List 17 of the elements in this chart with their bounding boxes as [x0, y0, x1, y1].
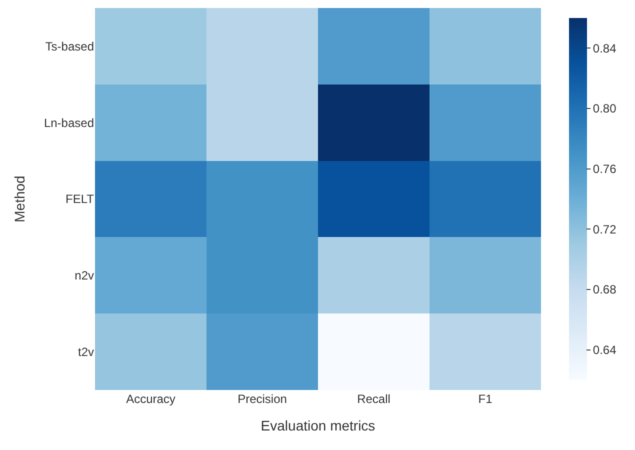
y-axis-title: Method	[12, 176, 28, 222]
color-bar-label: 0.64	[592, 343, 617, 358]
y-tick-label: Ts-based	[45, 39, 94, 54]
color-bar-label: 0.84	[592, 41, 617, 56]
y-tick-label: Ln-based	[44, 116, 94, 130]
y-tick-label: t2v	[78, 345, 94, 359]
x-tick-label: Precision	[238, 392, 287, 406]
y-tick-label: n2v	[74, 268, 94, 283]
color-bar-label: 0.80	[592, 102, 617, 116]
color-bar-label: 0.76	[592, 162, 617, 176]
x-tick-label: Accuracy	[126, 392, 176, 406]
y-tick-label: FELT	[66, 192, 95, 206]
x-tick-label: Recall	[357, 392, 390, 406]
x-tick-label: F1	[478, 392, 493, 406]
color-bar-label: 0.68	[592, 282, 617, 297]
color-bar-label: 0.72	[592, 222, 617, 236]
x-axis-title: Evaluation metrics	[260, 417, 376, 434]
